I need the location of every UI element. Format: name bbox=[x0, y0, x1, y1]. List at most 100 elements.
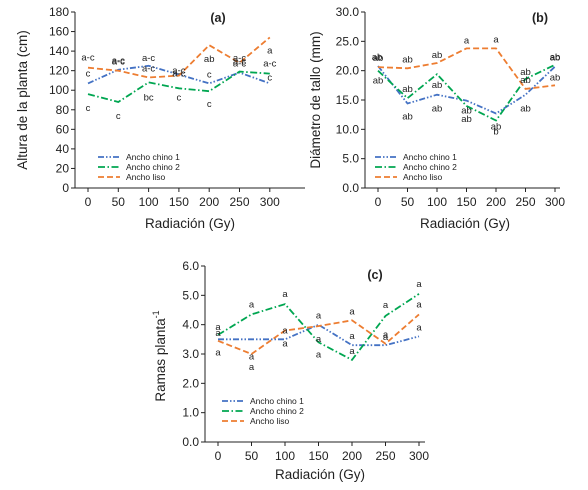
significance-letter: a bbox=[493, 34, 499, 45]
significance-letter: a bbox=[215, 328, 221, 339]
significance-letter: ab bbox=[432, 80, 443, 91]
y-tick-label: 140 bbox=[49, 44, 69, 58]
x-tick-label: 250 bbox=[375, 449, 395, 463]
significance-letter: a bbox=[316, 334, 322, 345]
significance-letter: a bbox=[282, 325, 288, 336]
y-tick-label: 20.0 bbox=[336, 64, 360, 78]
x-tick-label: 250 bbox=[229, 195, 249, 209]
x-axis-label: Radiación (Gy) bbox=[420, 216, 510, 231]
series-line-1 bbox=[377, 65, 556, 115]
y-tick-label: 0.0 bbox=[182, 435, 199, 449]
significance-letter: ab bbox=[550, 72, 561, 83]
x-axis-label: Radiación (Gy) bbox=[275, 467, 365, 482]
significance-letter: a-c bbox=[263, 59, 276, 70]
x-tick-label: 50 bbox=[401, 195, 415, 209]
significance-letter: ab bbox=[550, 53, 561, 64]
x-tick-label: 150 bbox=[308, 449, 328, 463]
significance-letter: a bbox=[416, 299, 422, 310]
series-line-2 bbox=[87, 70, 270, 103]
panel-label: (b) bbox=[532, 11, 548, 25]
significance-letter: a bbox=[316, 311, 322, 322]
x-tick-label: 100 bbox=[427, 195, 447, 209]
significance-letter: ab bbox=[372, 52, 383, 63]
y-tick-label: 0 bbox=[62, 181, 69, 195]
x-tick-label: 300 bbox=[409, 449, 429, 463]
significance-letter: a-c bbox=[112, 56, 125, 67]
y-tick-label: 20 bbox=[56, 161, 70, 175]
legend-entry: Ancho liso bbox=[126, 172, 165, 182]
significance-letter: bc bbox=[144, 92, 154, 103]
x-axis-label: Radiación (Gy) bbox=[145, 216, 235, 231]
series-line-1 bbox=[218, 323, 420, 347]
y-tick-label: 2.0 bbox=[182, 376, 199, 390]
significance-letter: a-c bbox=[233, 53, 246, 64]
significance-letter: a-c bbox=[233, 57, 246, 68]
series-line-3 bbox=[217, 313, 420, 356]
significance-letter: a bbox=[215, 322, 221, 333]
y-tick-label: 30.0 bbox=[336, 5, 360, 19]
y-tick-label: 100 bbox=[49, 83, 69, 97]
x-tick-label: 200 bbox=[486, 195, 506, 209]
y-axis-label: Ramas planta-1 bbox=[151, 310, 168, 401]
significance-letter: a bbox=[383, 300, 389, 311]
significance-letter: c bbox=[86, 103, 91, 114]
significance-letter: a bbox=[349, 331, 355, 342]
y-tick-label: 15.0 bbox=[336, 93, 360, 107]
x-tick-label: 100 bbox=[275, 449, 295, 463]
y-tick-label: 180 bbox=[49, 5, 69, 19]
y-tick-label: 4.0 bbox=[182, 318, 199, 332]
x-tick-label: 0 bbox=[375, 195, 382, 209]
y-tick-label: 3.0 bbox=[182, 347, 199, 361]
significance-letter: b bbox=[493, 127, 498, 138]
significance-letter: c bbox=[207, 69, 212, 80]
significance-letter: ab bbox=[373, 53, 384, 64]
significance-letter: c bbox=[116, 111, 121, 122]
y-tick-label: 120 bbox=[49, 64, 69, 78]
significance-letter: a-c bbox=[142, 53, 155, 64]
x-tick-label: 100 bbox=[139, 195, 159, 209]
x-tick-label: 50 bbox=[245, 449, 259, 463]
legend-entry: Ancho chino 1 bbox=[250, 396, 304, 406]
legend-entry: Ancho chino 1 bbox=[126, 152, 180, 162]
legend-entry: Ancho liso bbox=[403, 172, 442, 182]
significance-letter: a bbox=[349, 346, 355, 357]
significance-letter: a-c bbox=[172, 66, 185, 77]
panel-label: (c) bbox=[367, 268, 382, 282]
significance-letter: c bbox=[86, 68, 91, 79]
x-tick-label: 150 bbox=[456, 195, 476, 209]
significance-letter: a bbox=[416, 279, 422, 290]
legend-entry: Ancho liso bbox=[250, 416, 289, 426]
significance-letter: ab bbox=[402, 112, 413, 123]
x-tick-label: 150 bbox=[169, 195, 189, 209]
y-tick-label: 160 bbox=[49, 25, 69, 39]
significance-letter: ab bbox=[461, 114, 472, 125]
x-tick-label: 300 bbox=[545, 195, 565, 209]
significance-letter: a bbox=[316, 349, 322, 360]
significance-letter: ab bbox=[402, 84, 413, 95]
significance-letter: ab bbox=[461, 106, 472, 117]
x-tick-label: 250 bbox=[515, 195, 535, 209]
significance-letter: a bbox=[383, 330, 389, 341]
significance-letter: ab bbox=[491, 121, 502, 132]
significance-letter: a bbox=[215, 347, 221, 358]
y-axis-label-main: Ramas planta bbox=[153, 318, 168, 402]
x-tick-label: 0 bbox=[215, 449, 222, 463]
series-line-2 bbox=[217, 293, 420, 362]
significance-letter: ab bbox=[402, 54, 413, 65]
significance-letter: ab bbox=[520, 104, 531, 115]
significance-letter: ab bbox=[432, 50, 443, 61]
x-tick-label: 300 bbox=[260, 195, 280, 209]
y-tick-label: 6.0 bbox=[182, 259, 199, 273]
significance-letter: a bbox=[416, 322, 422, 333]
significance-letter: a bbox=[349, 306, 355, 317]
significance-letter: a-c bbox=[142, 64, 155, 75]
significance-letter: a-c bbox=[112, 57, 125, 68]
significance-letter: c bbox=[267, 72, 272, 83]
panel-label: (a) bbox=[210, 11, 225, 25]
significance-letter: c bbox=[177, 92, 182, 103]
significance-letter: a-c bbox=[172, 69, 185, 80]
